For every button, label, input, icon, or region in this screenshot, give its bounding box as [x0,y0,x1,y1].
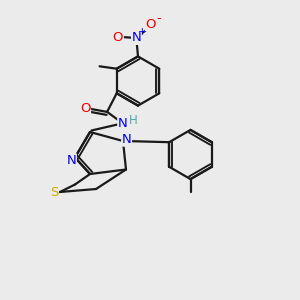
Text: N: N [132,31,141,44]
Text: O: O [112,31,123,44]
Text: O: O [145,18,156,31]
Text: H: H [129,114,138,128]
Text: S: S [50,185,58,199]
Text: N: N [67,154,76,167]
Text: -: - [156,12,161,26]
Text: N: N [118,117,128,130]
Text: O: O [80,102,90,116]
Text: N: N [122,133,131,146]
Text: +: + [138,27,146,38]
